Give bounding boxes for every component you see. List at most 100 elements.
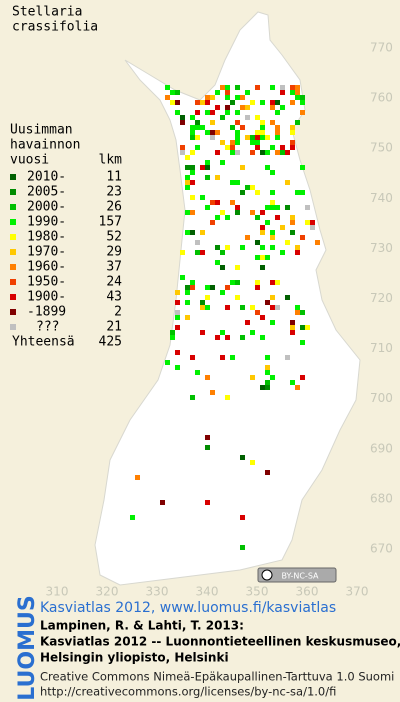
observation-square [240,245,245,250]
observation-square [210,285,215,290]
legend-count: 37 [106,260,122,275]
observation-square [275,135,280,140]
observation-square [195,120,200,125]
observation-square [270,305,275,310]
observation-square [270,120,275,125]
observation-square [270,85,275,90]
legend-swatch [10,174,16,180]
observation-square [295,385,300,390]
observation-square [300,235,305,240]
observation-square [290,215,295,220]
observation-square [170,335,175,340]
observation-square [225,245,230,250]
observation-square [255,240,260,245]
observation-square [290,140,295,145]
observation-square [210,130,215,135]
observation-square [285,240,290,245]
observation-square [255,115,260,120]
observation-square [200,300,205,305]
observation-square [275,100,280,105]
observation-square [195,250,200,255]
observation-square [185,155,190,160]
observation-square [255,85,260,90]
observation-square [260,385,265,390]
observation-square [165,85,170,90]
legend-label: -1899 [27,305,66,320]
legend-count: 157 [99,215,122,230]
observation-square [300,325,305,330]
y-grid-label: 720 [370,291,393,305]
observation-square [265,470,270,475]
legend-swatch [10,249,16,255]
observation-square [270,280,275,285]
observation-square [220,160,225,165]
observation-square [180,250,185,255]
observation-square [260,210,265,215]
legend-swatch [10,309,16,315]
legend-count: 43 [106,290,122,305]
observation-square [285,205,290,210]
observation-square [190,210,195,215]
badge-text: BY-NC-SA [281,572,319,581]
observation-square [190,150,195,155]
observation-square [300,340,305,345]
observation-square [290,230,295,235]
legend-count-heading: lkm [99,153,123,168]
observation-square [295,120,300,125]
observation-square [260,335,265,340]
observation-square [305,220,310,225]
observation-square [220,290,225,295]
observation-square [270,200,275,205]
observation-square [290,130,295,135]
observation-square [235,280,240,285]
observation-square [295,305,300,310]
observation-square [255,130,260,135]
observation-square [230,355,235,360]
legend-label: 1900- [27,290,66,305]
observation-square [180,115,185,120]
observation-square [185,165,190,170]
observation-square [255,280,260,285]
observation-square [230,150,235,155]
observation-square [210,120,215,125]
legend-count: 11 [106,170,122,185]
observation-square [210,95,215,100]
legend-swatch [10,324,16,330]
observation-square [250,140,255,145]
observation-square [300,100,305,105]
observation-square [240,190,245,195]
observation-square [260,120,265,125]
observation-square [205,175,210,180]
observation-square [310,220,315,225]
legend-label: ??? [36,320,59,335]
observation-square [235,265,240,270]
observation-square [215,105,220,110]
observation-square [260,135,265,140]
observation-square [200,305,205,310]
title: crassifolia [12,20,98,35]
observation-square [255,310,260,315]
observation-square [205,205,210,210]
observation-square [185,290,190,295]
y-grid-label: 710 [370,341,393,355]
legend: Uusimman havainnon vuosi lkm 2010- 11 2005… [10,123,122,350]
observation-square [255,255,260,260]
observation-square [210,220,215,225]
legend-heading: Uusimman [10,123,73,138]
observation-square [225,305,230,310]
observation-square [250,150,255,155]
observation-square [265,380,270,385]
observation-square [200,250,205,255]
observation-square [190,165,195,170]
observation-square [220,355,225,360]
observation-square [210,135,215,140]
legend-count: 21 [106,320,122,335]
observation-square [210,390,215,395]
observation-square [275,150,280,155]
observation-square [235,110,240,115]
y-grid-label: 700 [370,391,393,405]
observation-square [175,90,180,95]
observation-square [260,130,265,135]
